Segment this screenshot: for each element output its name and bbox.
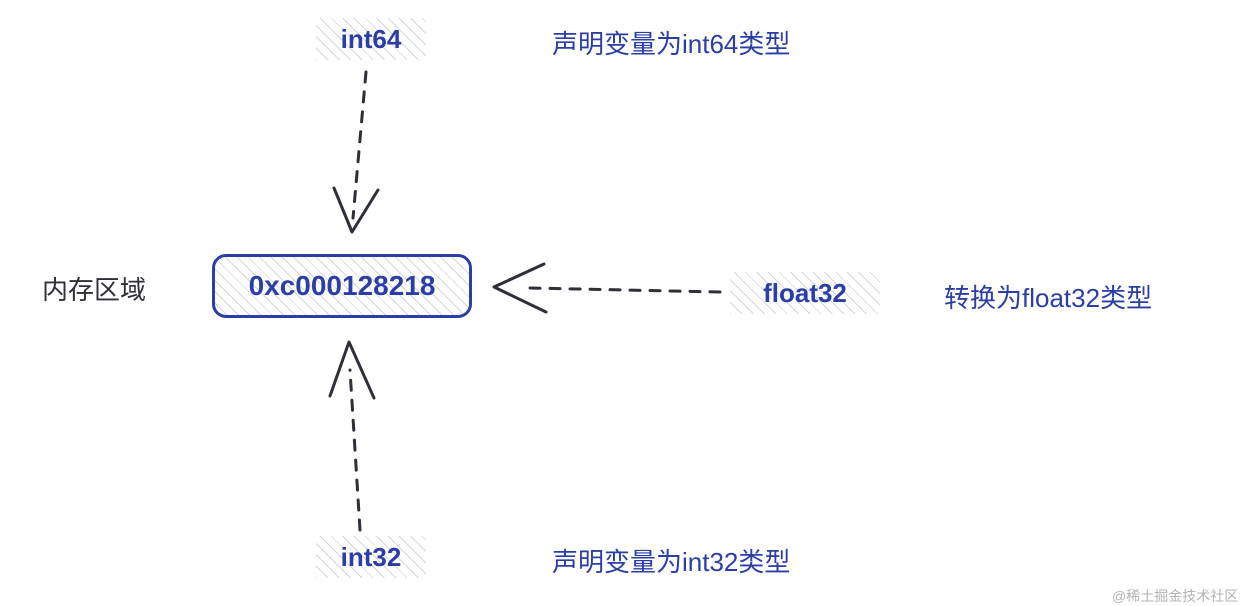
type-box-int32: int32 xyxy=(316,536,426,578)
memory-address-node: 0xc000128218 xyxy=(212,254,472,318)
type-desc-int64: 声明变量为int64类型 xyxy=(552,24,790,61)
type-label-float32: float32 xyxy=(763,278,847,309)
arrow-top-shaft xyxy=(353,72,366,218)
type-desc-int32: 声明变量为int32类型 xyxy=(552,542,790,579)
arrow-bottom xyxy=(330,342,374,530)
memory-region-label: 内存区域 xyxy=(42,270,146,307)
arrow-right-head xyxy=(494,264,546,312)
type-box-float32: float32 xyxy=(730,272,880,314)
diagram-stage: 内存区域 0xc000128218 int64 声明变量为int64类型 int… xyxy=(0,0,1250,606)
arrow-top-head xyxy=(334,188,378,232)
memory-address-text: 0xc000128218 xyxy=(249,270,436,302)
arrow-bottom-shaft xyxy=(350,370,360,530)
type-box-int64: int64 xyxy=(316,18,426,60)
type-desc-float32: 转换为float32类型 xyxy=(944,278,1152,315)
arrow-right xyxy=(494,264,720,312)
type-label-int64: int64 xyxy=(341,24,402,55)
watermark: @稀土掘金技术社区 xyxy=(1112,586,1238,606)
arrow-right-shaft xyxy=(530,288,720,292)
arrow-top xyxy=(334,72,378,232)
type-label-int32: int32 xyxy=(341,542,402,573)
arrow-bottom-head xyxy=(330,342,374,398)
